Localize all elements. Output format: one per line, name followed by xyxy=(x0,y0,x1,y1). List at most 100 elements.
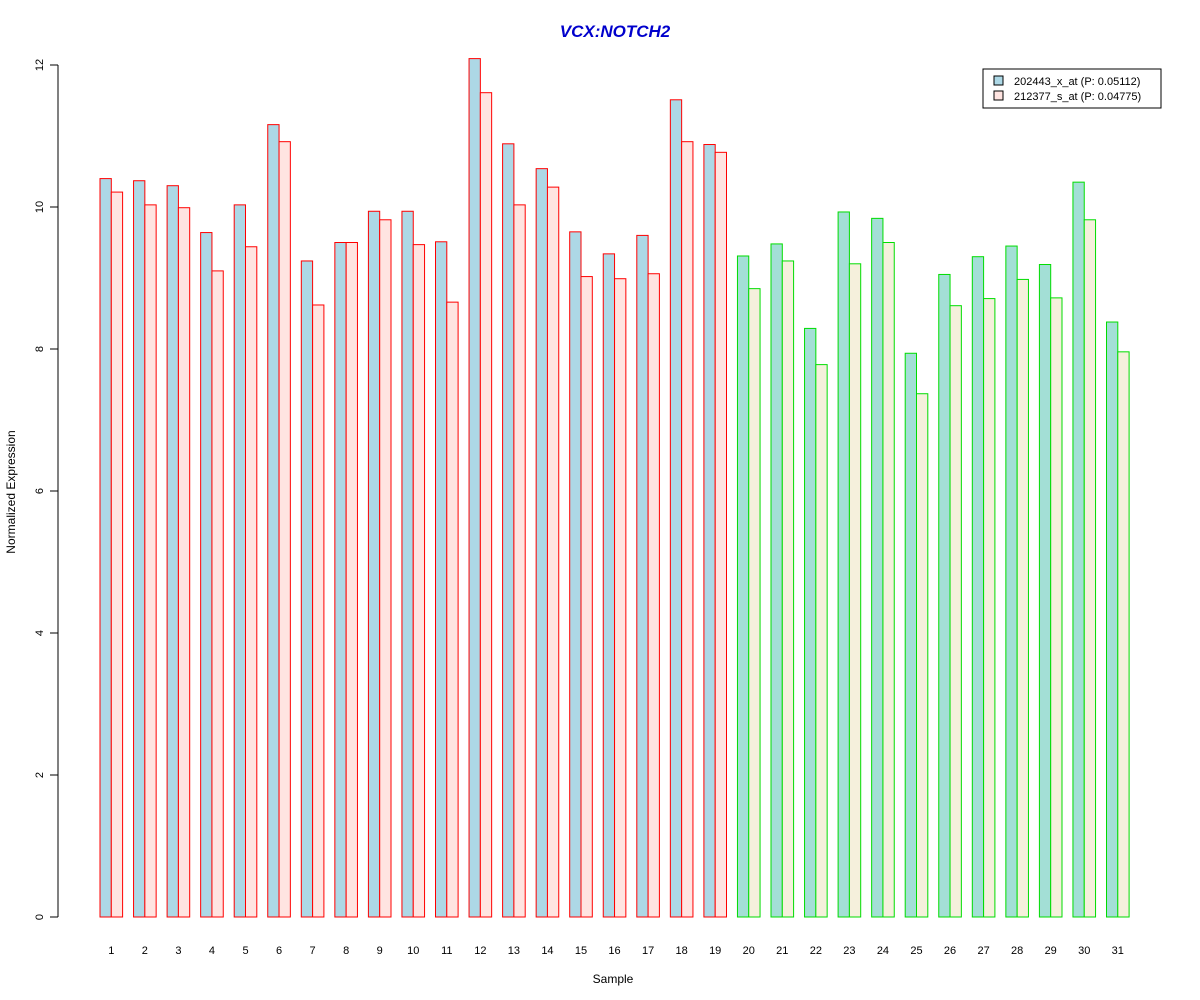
x-tick-label: 26 xyxy=(944,945,956,957)
bar-sample-29-series-1 xyxy=(1038,264,1052,918)
bar-sample-18-series-1 xyxy=(669,99,683,918)
x-tick-label: 4 xyxy=(209,945,215,957)
bar-sample-1-series-2 xyxy=(110,191,124,918)
bar-sample-15-series-2 xyxy=(580,276,593,918)
bar-sample-6-series-2 xyxy=(278,141,291,918)
x-tick-label: 5 xyxy=(242,945,248,957)
x-tick-label: 20 xyxy=(743,945,755,957)
bar-sample-25-series-2 xyxy=(916,393,929,918)
bar-sample-31-series-2 xyxy=(1117,351,1130,918)
bar-sample-29-series-2 xyxy=(1050,297,1063,918)
x-tick-label: 2 xyxy=(142,945,148,957)
x-tick-label: 9 xyxy=(377,945,383,957)
bar-sample-28-series-1 xyxy=(1005,245,1018,918)
y-tick-label: 2 xyxy=(34,772,46,778)
x-tick-label: 14 xyxy=(541,945,553,957)
y-tick-label: 10 xyxy=(34,201,46,213)
chart-title: VCX:NOTCH2 xyxy=(560,22,671,41)
bar-sample-19-series-2 xyxy=(714,151,728,918)
legend-label-series-2: 212377_s_at (P: 0.04775) xyxy=(1014,91,1141,103)
bar-sample-26-series-2 xyxy=(949,305,962,918)
x-tick-label: 8 xyxy=(343,945,349,957)
bar-sample-3-series-2 xyxy=(177,207,191,918)
x-tick-label: 10 xyxy=(407,945,419,957)
x-tick-label: 3 xyxy=(175,945,181,957)
bar-sample-16-series-2 xyxy=(614,278,627,918)
legend-swatch-series-2 xyxy=(993,90,1004,101)
bar-sample-7-series-1 xyxy=(300,260,314,918)
bar-sample-27-series-2 xyxy=(983,298,996,918)
x-tick-label: 28 xyxy=(1011,945,1023,957)
bar-sample-28-series-2 xyxy=(1016,278,1029,918)
x-tick-label: 31 xyxy=(1112,945,1124,957)
bar-sample-9-series-1 xyxy=(367,210,381,918)
y-axis-ticks: 0 2 4 6 8 10 12 xyxy=(34,59,58,920)
bar-sample-11-series-1 xyxy=(435,241,448,918)
legend-label-series-1: 202443_x_at (P: 0.05112) xyxy=(1014,76,1140,88)
y-tick-label: 6 xyxy=(34,488,46,494)
bar-sample-11-series-2 xyxy=(446,301,459,918)
bar-sample-25-series-1 xyxy=(904,352,918,918)
bar-sample-22-series-1 xyxy=(804,327,817,918)
bar-sample-2-series-2 xyxy=(144,204,157,918)
y-tick-label: 0 xyxy=(34,914,46,920)
y-tick-label: 12 xyxy=(34,59,46,71)
bar-sample-13-series-2 xyxy=(513,204,526,918)
bar-sample-16-series-1 xyxy=(602,253,616,918)
bar-sample-24-series-2 xyxy=(882,242,895,918)
bar-sample-5-series-2 xyxy=(245,246,258,918)
bar-sample-2-series-1 xyxy=(133,180,146,918)
x-tick-label: 16 xyxy=(608,945,620,957)
x-tick-label: 11 xyxy=(441,945,452,957)
bar-sample-21-series-2 xyxy=(781,260,795,918)
bar-sample-12-series-2 xyxy=(479,92,493,918)
bar-sample-22-series-2 xyxy=(815,364,828,918)
x-tick-label: 7 xyxy=(310,945,316,957)
x-tick-label: 23 xyxy=(843,945,855,957)
bar-sample-10-series-1 xyxy=(401,210,414,918)
x-tick-label: 25 xyxy=(910,945,922,957)
bar-sample-9-series-2 xyxy=(379,219,392,918)
bar-sample-7-series-2 xyxy=(312,304,325,918)
x-tick-label: 1 xyxy=(108,945,114,957)
x-axis-label: Sample xyxy=(593,972,634,986)
bar-sample-14-series-1 xyxy=(535,168,548,918)
x-tick-label: 12 xyxy=(474,945,486,957)
bar-sample-5-series-1 xyxy=(233,204,246,918)
x-tick-label: 22 xyxy=(810,945,822,957)
bar-sample-30-series-2 xyxy=(1083,219,1097,918)
x-tick-label: 24 xyxy=(877,945,889,957)
y-tick-label: 8 xyxy=(34,346,46,352)
legend-box xyxy=(982,68,1162,109)
bar-sample-6-series-1 xyxy=(267,124,280,918)
bar-sample-20-series-2 xyxy=(748,288,761,918)
x-tick-label: 18 xyxy=(676,945,688,957)
bar-sample-3-series-1 xyxy=(166,185,179,918)
x-tick-label: 15 xyxy=(575,945,587,957)
bar-sample-8-series-2 xyxy=(345,242,358,918)
legend: 202443_x_at (P: 0.05112) 212377_s_at (P:… xyxy=(982,68,1162,109)
bar-group xyxy=(99,58,1130,918)
bar-sample-13-series-1 xyxy=(502,143,515,918)
x-tick-labels: 1 2 3 4 5 6 7 8 9 10 11 12 13 14 15 16 17 18 19 20 21 22 23 24 2… xyxy=(108,945,1124,957)
bar-sample-19-series-1 xyxy=(703,144,716,918)
bar-sample-24-series-1 xyxy=(871,217,884,918)
bar-sample-18-series-2 xyxy=(681,141,694,918)
x-tick-label: 13 xyxy=(508,945,520,957)
bar-sample-14-series-2 xyxy=(546,186,560,918)
x-tick-label: 27 xyxy=(977,945,989,957)
bar-sample-8-series-1 xyxy=(334,242,347,918)
bar-sample-1-series-1 xyxy=(99,178,112,918)
bar-sample-17-series-1 xyxy=(636,234,649,918)
x-tick-label: 21 xyxy=(776,945,788,957)
bar-sample-27-series-1 xyxy=(971,256,985,918)
x-tick-label: 30 xyxy=(1078,945,1090,957)
bar-sample-15-series-1 xyxy=(569,231,582,918)
bar-sample-4-series-2 xyxy=(211,270,224,918)
legend-swatch-series-1 xyxy=(993,75,1004,86)
bar-sample-26-series-1 xyxy=(938,273,951,918)
y-axis-label: Normalized Expression xyxy=(4,430,18,553)
bar-sample-23-series-2 xyxy=(848,263,862,918)
bar-sample-23-series-1 xyxy=(837,211,850,918)
